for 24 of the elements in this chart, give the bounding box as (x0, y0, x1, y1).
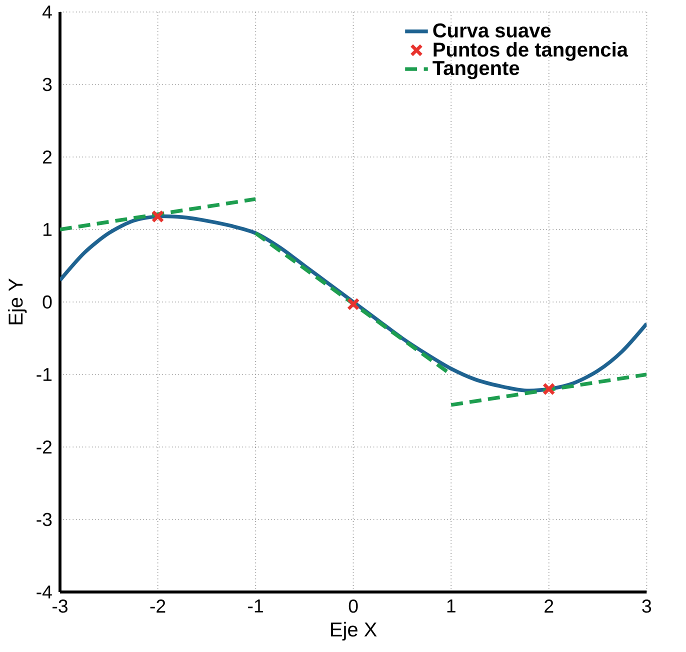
y-tick-label: 1 (43, 223, 52, 236)
y-tick-label: -3 (36, 512, 52, 526)
y-tick-label: -1 (36, 368, 52, 381)
y-tick-label: 0 (42, 295, 52, 309)
x-tick-label: 2 (544, 600, 554, 613)
x-tick-label: 0 (348, 600, 358, 613)
legend-label: Puntos de tangencia (434, 42, 628, 61)
y-tick-label: 4 (42, 6, 52, 18)
x-tick-label: 3 (642, 600, 652, 613)
legend-label: Tangente (432, 61, 520, 80)
y-tick-label: -2 (36, 440, 52, 454)
y-tick-label: 2 (43, 150, 52, 164)
x-tick-label: -3 (52, 600, 68, 613)
x-tick-label: -2 (150, 600, 166, 613)
x-tick-label: -1 (248, 600, 263, 612)
y-tick-label: 3 (42, 78, 52, 92)
y-tick-label: -4 (36, 586, 52, 598)
point (151, 210, 164, 223)
point (346, 298, 360, 311)
point (542, 382, 556, 396)
x-tick-label: 1 (447, 600, 456, 612)
legend-label: Curva suave (433, 23, 551, 38)
y-axis-title: Eje Y (8, 278, 27, 324)
x-axis-title: Eje X (331, 622, 377, 641)
